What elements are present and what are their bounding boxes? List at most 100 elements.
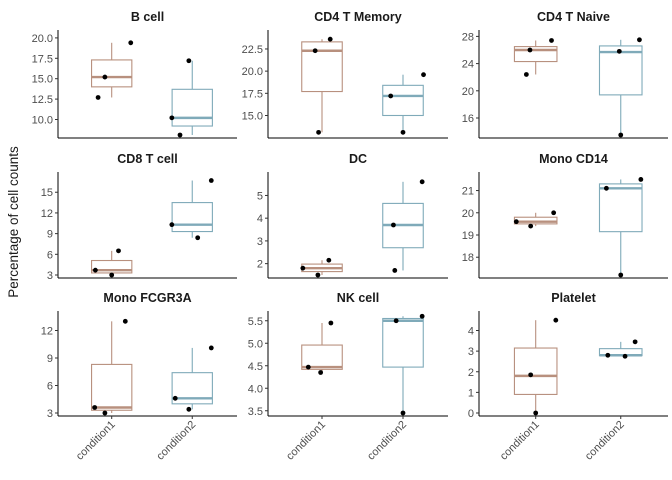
data-point [318,370,324,375]
panel-title: Platelet [551,291,596,305]
y-tick-label: 20 [462,208,474,220]
y-tick-label: 15.0 [242,110,263,122]
data-point [116,248,121,254]
data-point [533,410,539,416]
y-tick-label: 16 [462,113,474,125]
data-point [388,93,394,99]
y-tick-label: 9 [47,229,53,241]
y-tick-label: 10.0 [32,114,53,126]
data-point [616,48,622,54]
y-tick-label: 20.0 [242,66,263,78]
data-point [528,372,534,378]
data-point [102,410,108,416]
y-tick-label: 4 [468,326,474,338]
panel-title: B cell [131,10,164,24]
y-tick-label: 4.5 [248,361,263,373]
y-tick-label: 22.5 [242,44,263,56]
y-tick-label: 24 [462,59,474,71]
data-point [551,210,557,216]
y-tick-label: 3.5 [248,406,263,418]
y-tick-label: 28 [462,31,474,43]
y-tick-label: 2 [257,259,263,271]
panel-title: CD8 T cell [117,152,177,166]
panel-nk-cell: NK cell 3.5 4.0 4.5 5.0 5.5 condition1 conditio… [248,291,448,463]
box-condition1 [301,344,343,370]
data-point [392,268,398,273]
box-condition1 [513,347,558,395]
data-point [328,320,334,326]
data-point [186,58,192,64]
panel-title: CD4 T Naive [537,10,610,24]
panel-cd4-t-memory: CD4 T Memory 15.0 17.5 20.0 22.5 [242,10,448,139]
data-point [400,129,406,135]
data-point [316,129,321,135]
data-point [128,40,134,46]
panel-cd4-t-naive: CD4 T Naive 16 20 24 28 [462,10,668,139]
panel-title: Mono CD14 [539,152,608,166]
y-tick-label: 21 [462,186,474,198]
panel-mono-fcgr3a: Mono FCGR3A 3 6 9 12 condition1 condition2 [41,291,237,463]
y-tick-label: 19 [462,230,474,242]
y-tick-label: 15.0 [32,74,53,86]
panel-mono-cd14: Mono CD14 18 19 20 21 [462,152,668,279]
data-point [549,38,554,43]
data-point [92,405,98,410]
box-condition2 [598,183,643,233]
data-point [618,272,624,278]
y-tick-label: 18 [462,252,474,264]
data-point [553,317,559,323]
data-point [419,179,425,185]
box-condition2 [382,84,424,117]
y-tick-label: 5.0 [248,338,263,350]
data-point [603,185,609,191]
data-point [391,222,396,228]
data-point [208,345,214,351]
box-condition2 [171,372,213,405]
y-axis-label: Percentage of cell counts [6,146,21,298]
data-point [102,74,108,80]
y-tick-label: 9 [47,353,53,365]
y-tick-label: 3 [47,270,53,282]
data-point [169,222,175,228]
y-tick-label: 12 [41,208,53,220]
data-point [618,132,624,138]
box-condition1 [301,41,343,93]
y-tick-label: 20 [462,86,474,98]
data-point [523,72,529,77]
box-condition1 [513,46,558,63]
box-condition2 [171,202,213,233]
box-condition2 [598,45,643,96]
y-tick-label: 0 [468,408,474,420]
data-point [312,48,318,54]
panel-b-cell: B cell 10.0 12.5 15.0 17.5 20.0 [32,10,237,139]
panel-platelet: Platelet 0 1 2 3 4 condition1 condition2 [468,291,668,463]
y-tick-label: 6 [47,249,53,261]
data-point [419,313,425,319]
data-point [300,265,306,271]
data-point [513,219,519,225]
data-point [208,178,214,183]
data-point [527,47,533,53]
x-tick-label: condition2 [365,419,409,463]
data-point [637,37,642,43]
x-tick-label: condition2 [583,419,627,463]
data-point [400,410,406,416]
x-tick-label: condition1 [74,419,118,463]
data-point [393,318,399,324]
box-condition2 [171,88,213,127]
panel-title: DC [349,152,367,166]
box-condition1 [91,363,133,411]
data-point [186,406,192,412]
data-point [315,272,321,278]
x-tick-label: condition1 [498,419,542,463]
data-point [109,272,115,278]
y-tick-label: 3 [468,346,474,358]
y-tick-label: 4.0 [248,383,263,395]
panel-title: CD4 T Memory [314,10,402,24]
y-tick-label: 3 [47,408,53,420]
panel-dc: DC 2 3 4 5 [257,152,448,279]
data-point [638,177,644,182]
y-tick-label: 15 [41,187,53,199]
data-point [169,115,175,121]
